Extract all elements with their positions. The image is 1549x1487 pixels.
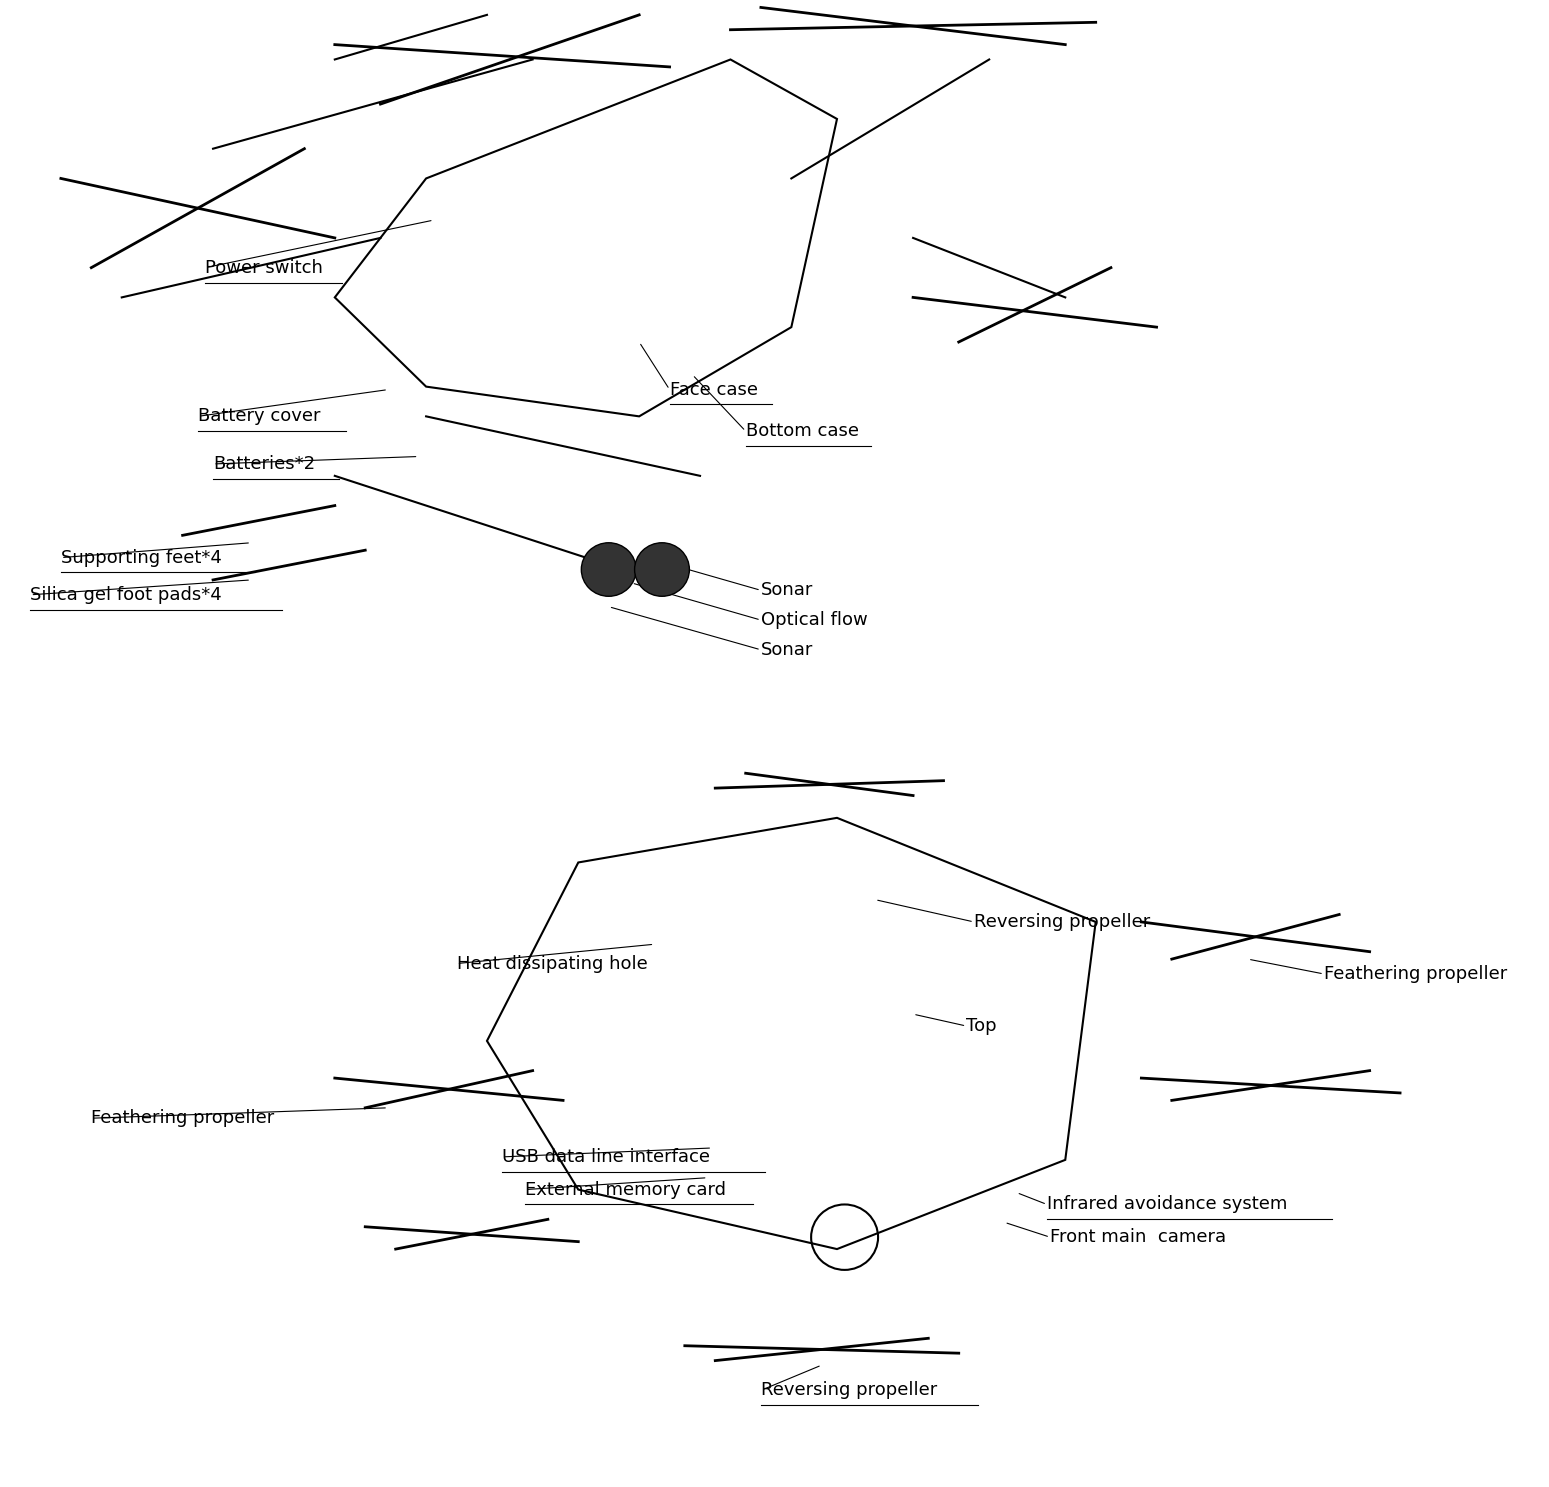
Text: Reversing propeller: Reversing propeller	[974, 913, 1151, 931]
Text: Batteries*2: Batteries*2	[214, 455, 314, 473]
Text: External memory card: External memory card	[525, 1181, 726, 1199]
Text: Supporting feet*4: Supporting feet*4	[60, 549, 222, 567]
Text: Battery cover: Battery cover	[198, 407, 321, 425]
Text: Face case: Face case	[669, 381, 757, 399]
Text: Silica gel foot pads*4: Silica gel foot pads*4	[31, 586, 222, 604]
Text: Heat dissipating hole: Heat dissipating hole	[457, 955, 647, 972]
Text: Optical flow: Optical flow	[761, 611, 867, 629]
Text: Front main  camera: Front main camera	[1050, 1228, 1227, 1246]
Text: Reversing propeller: Reversing propeller	[761, 1381, 937, 1399]
Text: Sonar: Sonar	[761, 641, 813, 659]
Text: Feathering propeller: Feathering propeller	[91, 1109, 274, 1127]
Text: Feathering propeller: Feathering propeller	[1324, 965, 1507, 983]
Text: USB data line interface: USB data line interface	[502, 1148, 709, 1166]
Circle shape	[581, 543, 637, 596]
Text: Infrared avoidance system: Infrared avoidance system	[1047, 1196, 1287, 1213]
Text: Top: Top	[967, 1017, 998, 1035]
Text: Bottom case: Bottom case	[745, 422, 858, 440]
Text: Sonar: Sonar	[761, 581, 813, 599]
Circle shape	[635, 543, 689, 596]
Text: Power switch: Power switch	[206, 259, 324, 277]
